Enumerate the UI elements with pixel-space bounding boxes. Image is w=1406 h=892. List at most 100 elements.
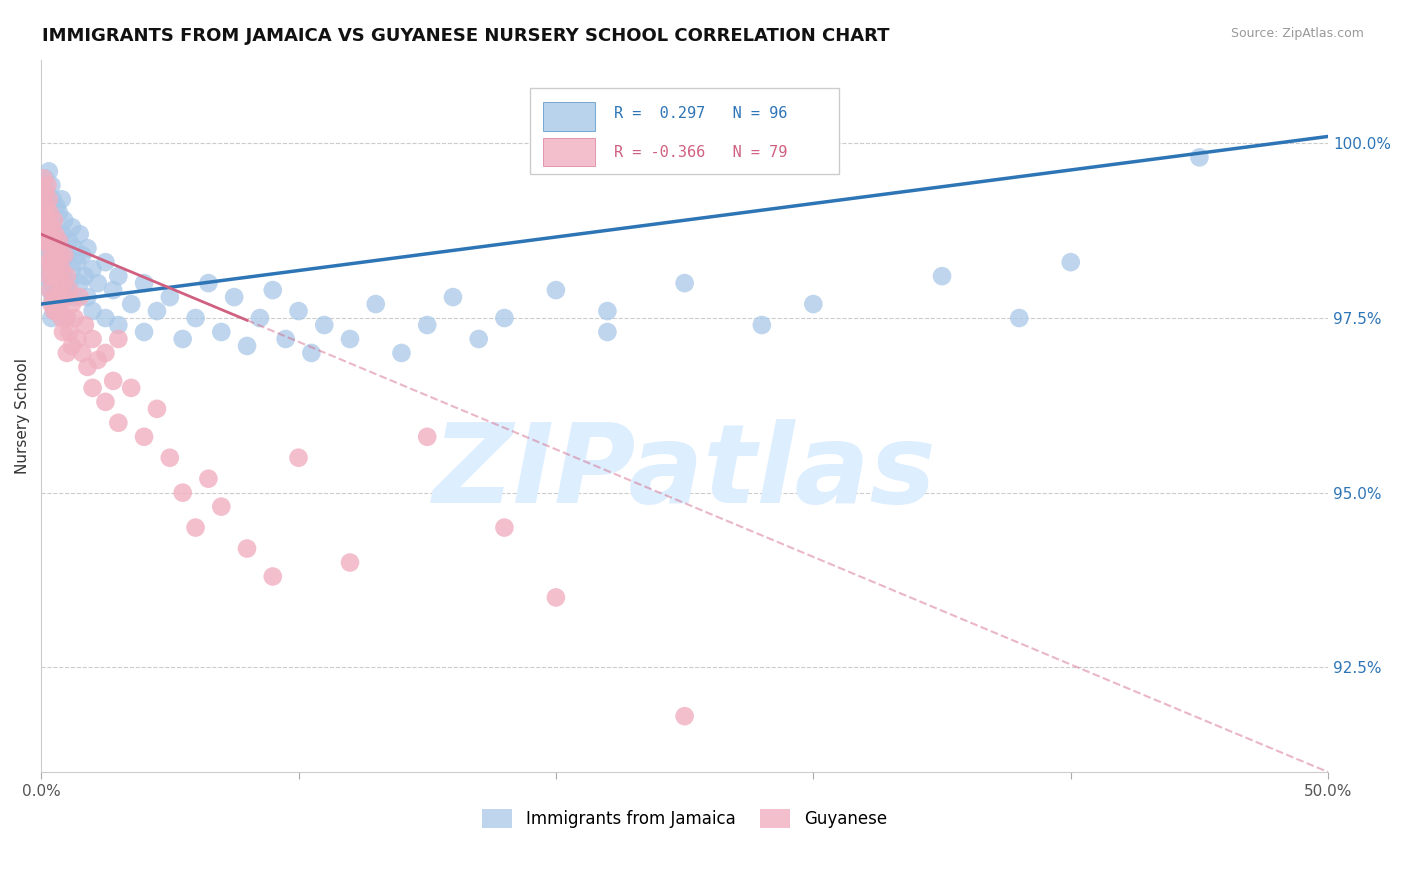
- Point: [76, 241, 98, 255]
- Point: [184, 520, 207, 534]
- Point: [132, 325, 155, 339]
- Point: [34, 234, 56, 248]
- Point: [274, 332, 297, 346]
- Point: [58, 283, 80, 297]
- Point: [37, 178, 59, 193]
- Point: [32, 206, 55, 220]
- Point: [197, 276, 219, 290]
- Point: [801, 297, 824, 311]
- Point: [146, 304, 169, 318]
- Point: [494, 311, 516, 326]
- Point: [34, 171, 56, 186]
- Point: [299, 346, 322, 360]
- Point: [38, 227, 60, 242]
- Point: [73, 269, 96, 284]
- Point: [42, 248, 65, 262]
- Point: [56, 311, 79, 326]
- Point: [53, 213, 76, 227]
- Point: [120, 381, 142, 395]
- Point: [103, 283, 125, 297]
- Point: [262, 569, 284, 583]
- Point: [596, 325, 619, 339]
- Point: [32, 171, 55, 186]
- Point: [41, 178, 63, 193]
- Point: [41, 255, 63, 269]
- Point: [1188, 150, 1211, 164]
- Point: [184, 311, 207, 326]
- Point: [63, 311, 86, 326]
- Point: [53, 290, 76, 304]
- Point: [39, 248, 62, 262]
- Point: [34, 220, 56, 235]
- Point: [35, 186, 58, 200]
- Point: [60, 220, 83, 235]
- Point: [41, 220, 63, 235]
- Point: [56, 269, 79, 284]
- Point: [416, 318, 439, 332]
- Point: [53, 269, 76, 284]
- Point: [46, 283, 69, 297]
- Point: [42, 213, 65, 227]
- Point: [72, 346, 94, 360]
- Point: [44, 262, 66, 277]
- FancyBboxPatch shape: [530, 88, 839, 174]
- Point: [51, 192, 73, 206]
- Point: [48, 262, 70, 277]
- Point: [49, 234, 72, 248]
- Point: [249, 311, 271, 326]
- Point: [46, 241, 69, 255]
- Point: [42, 304, 65, 318]
- Point: [45, 241, 67, 255]
- Point: [41, 234, 63, 248]
- Point: [159, 290, 181, 304]
- Point: [35, 269, 58, 284]
- Point: [44, 276, 66, 290]
- Point: [69, 227, 91, 242]
- Point: [38, 227, 60, 242]
- Point: [58, 325, 80, 339]
- Point: [63, 290, 86, 304]
- Text: R = -0.366   N = 79: R = -0.366 N = 79: [614, 145, 787, 160]
- Point: [82, 381, 104, 395]
- Point: [441, 290, 464, 304]
- Point: [63, 241, 86, 255]
- Point: [172, 332, 194, 346]
- FancyBboxPatch shape: [543, 138, 595, 167]
- Point: [82, 332, 104, 346]
- Point: [44, 227, 66, 242]
- Point: [35, 220, 58, 235]
- Text: Source: ZipAtlas.com: Source: ZipAtlas.com: [1230, 27, 1364, 40]
- Point: [224, 290, 246, 304]
- Point: [45, 304, 67, 318]
- Point: [544, 283, 567, 297]
- Point: [39, 283, 62, 297]
- Point: [87, 276, 110, 290]
- Point: [76, 290, 98, 304]
- Text: ZIPatlas: ZIPatlas: [433, 419, 936, 526]
- Point: [364, 297, 387, 311]
- Point: [41, 276, 63, 290]
- Point: [751, 318, 773, 332]
- Point: [41, 234, 63, 248]
- Point: [38, 234, 60, 248]
- Point: [45, 199, 67, 213]
- Point: [34, 186, 56, 200]
- Point: [60, 297, 83, 311]
- Point: [51, 290, 73, 304]
- Point: [94, 311, 117, 326]
- Point: [51, 262, 73, 277]
- Point: [39, 283, 62, 297]
- Point: [107, 332, 129, 346]
- Point: [49, 248, 72, 262]
- Point: [42, 269, 65, 284]
- Point: [262, 283, 284, 297]
- Point: [44, 227, 66, 242]
- Point: [72, 248, 94, 262]
- Point: [107, 318, 129, 332]
- Point: [931, 269, 953, 284]
- FancyBboxPatch shape: [543, 103, 595, 131]
- Point: [339, 332, 361, 346]
- Point: [41, 255, 63, 269]
- Point: [42, 213, 65, 227]
- Legend: Immigrants from Jamaica, Guyanese: Immigrants from Jamaica, Guyanese: [475, 803, 894, 835]
